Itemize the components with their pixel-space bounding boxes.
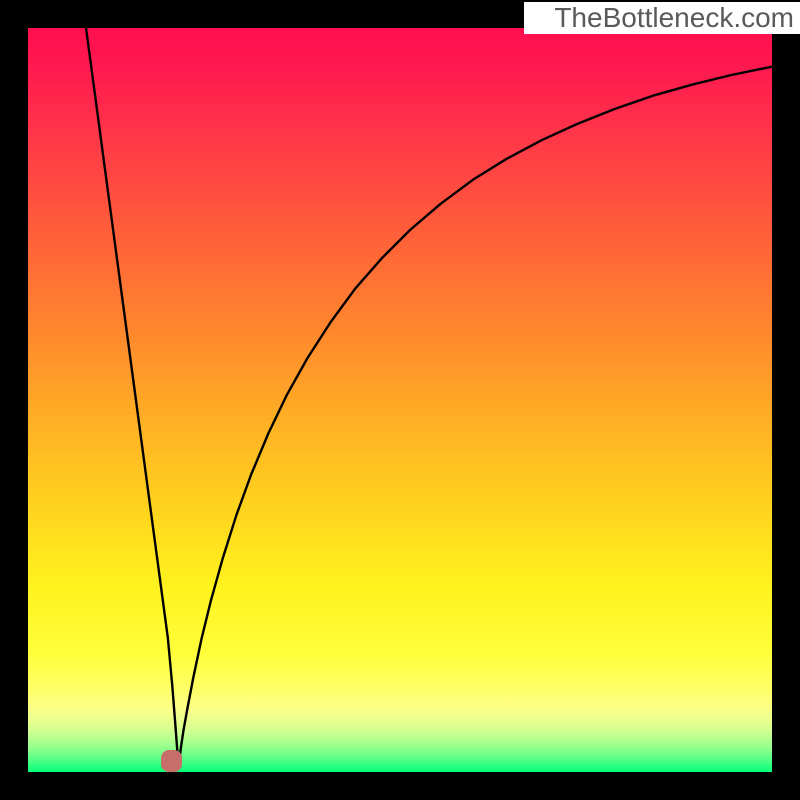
valley-marker [161, 750, 182, 772]
curve-layer [28, 28, 772, 772]
bottleneck-curve [86, 28, 772, 760]
watermark-label: TheBottleneck.com [524, 2, 800, 34]
watermark-text: TheBottleneck.com [554, 2, 794, 33]
figure-root: TheBottleneck.com [0, 0, 800, 800]
plot-area [28, 28, 772, 772]
